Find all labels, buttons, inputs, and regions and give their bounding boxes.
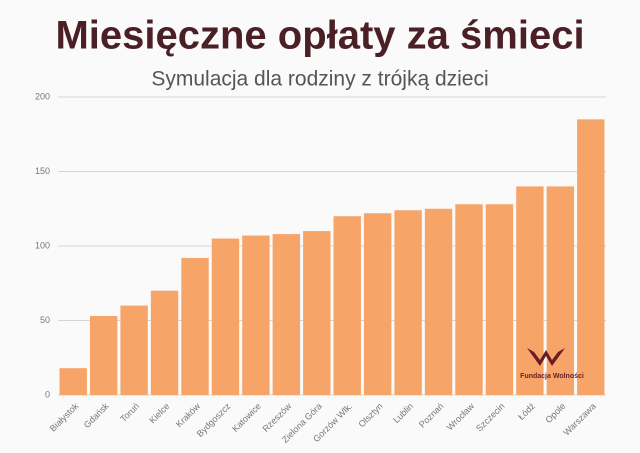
y-tick-label: 100 [35,240,50,250]
bar [363,213,392,395]
bar [303,231,331,395]
logo-mark [527,348,565,366]
y-tick-label: 200 [35,91,50,101]
y-tick-label: 150 [35,166,50,176]
bar [333,216,361,395]
chart-title: Miesięczne opłaty za śmieci [55,14,584,58]
bar [242,235,270,395]
bar [211,238,240,395]
bar [181,257,209,395]
bar [89,316,118,395]
bar [455,204,483,395]
logo: Fundacja Wolności [520,348,584,380]
bar [485,204,514,395]
bar [59,368,87,395]
bar [120,305,148,395]
chart-subtitle: Symulacja dla rodziny z trójką dzieci [151,68,488,91]
bar [272,234,301,395]
logo-text: Fundacja Wolności [520,373,584,380]
y-tick-label: 0 [45,389,50,399]
y-tick-label: 50 [40,315,50,325]
bar [394,210,422,395]
bar [577,119,605,395]
bar [424,208,453,395]
bar [150,290,179,395]
